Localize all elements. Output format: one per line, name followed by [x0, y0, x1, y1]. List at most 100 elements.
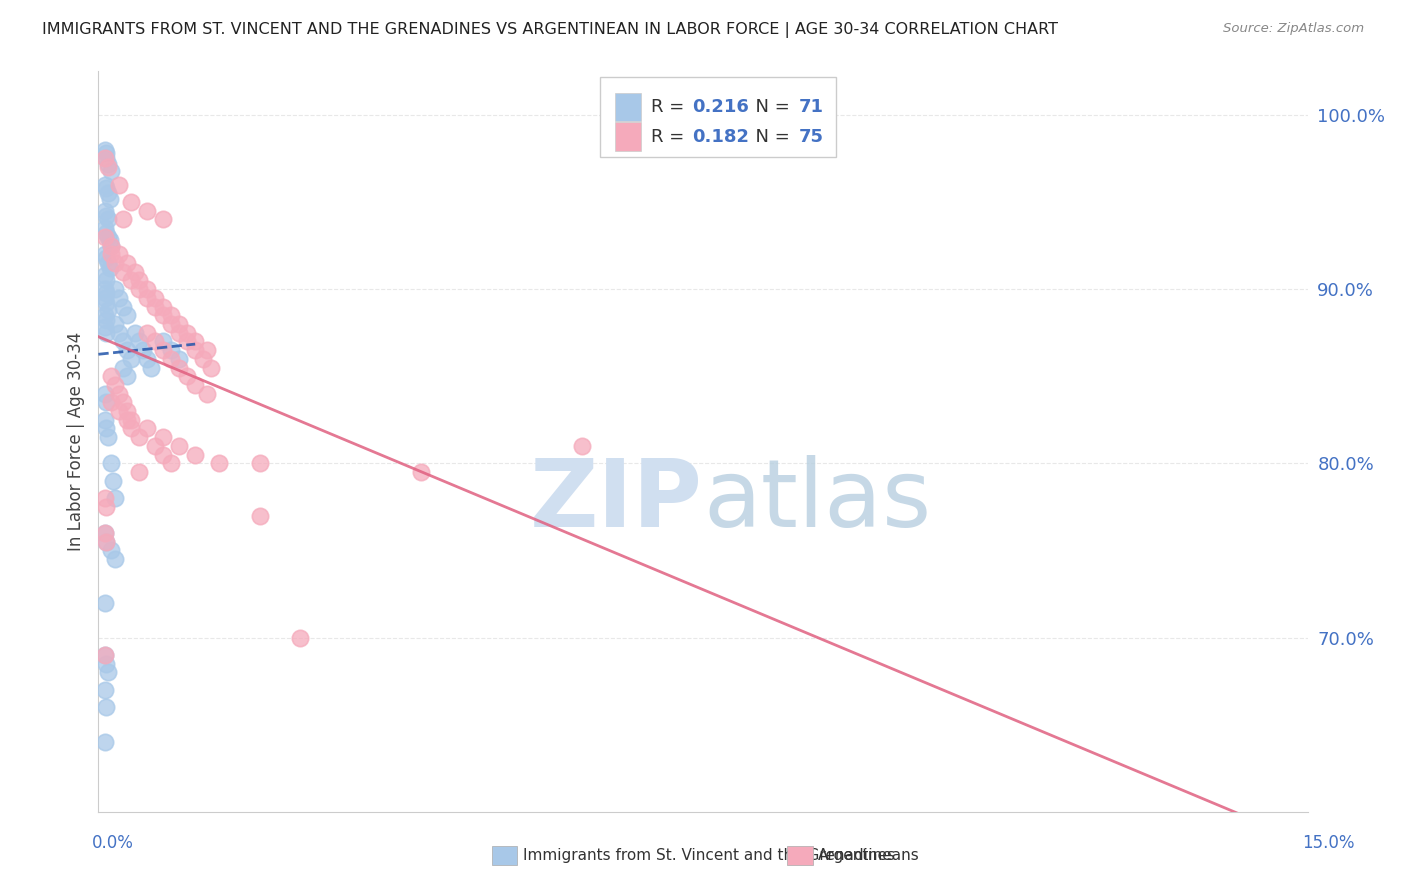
Text: 75: 75 — [799, 128, 824, 145]
FancyBboxPatch shape — [614, 122, 641, 151]
Point — [94, 735, 117, 749]
Point — [96, 421, 118, 435]
Point — [94, 413, 117, 427]
Point — [96, 500, 118, 514]
Point — [160, 308, 183, 322]
Point — [184, 334, 207, 349]
Point — [98, 192, 121, 206]
Point — [94, 308, 117, 322]
Point — [195, 343, 218, 357]
Point — [101, 474, 124, 488]
Point — [96, 209, 118, 223]
Point — [135, 291, 157, 305]
Point — [249, 456, 271, 470]
Point — [135, 326, 157, 340]
Point — [107, 386, 129, 401]
Point — [94, 596, 117, 610]
Point — [167, 439, 190, 453]
Point — [100, 247, 122, 261]
Point — [128, 273, 150, 287]
Text: Argentineans: Argentineans — [818, 848, 920, 863]
Text: atlas: atlas — [703, 455, 931, 547]
Text: IMMIGRANTS FROM ST. VINCENT AND THE GRENADINES VS ARGENTINEAN IN LABOR FORCE | A: IMMIGRANTS FROM ST. VINCENT AND THE GREN… — [42, 22, 1059, 38]
Point — [100, 369, 122, 384]
Point — [97, 212, 120, 227]
Point — [97, 256, 120, 270]
Point — [97, 157, 120, 171]
Point — [167, 317, 190, 331]
Point — [103, 552, 125, 566]
Point — [100, 395, 122, 409]
Point — [103, 256, 125, 270]
Point — [96, 395, 118, 409]
Point — [107, 178, 129, 192]
Point — [96, 181, 118, 195]
Point — [100, 456, 122, 470]
Point — [94, 230, 117, 244]
Text: Immigrants from St. Vincent and the Grenadines: Immigrants from St. Vincent and the Gren… — [523, 848, 896, 863]
Point — [111, 300, 134, 314]
Point — [128, 430, 150, 444]
Text: 71: 71 — [799, 98, 824, 116]
Point — [94, 682, 117, 697]
Text: R =: R = — [651, 98, 690, 116]
Point — [120, 194, 142, 209]
Point — [103, 491, 125, 505]
Point — [96, 700, 118, 714]
Point — [96, 273, 118, 287]
Point — [152, 308, 174, 322]
Point — [96, 534, 118, 549]
Point — [107, 247, 129, 261]
Point — [94, 526, 117, 541]
Point — [94, 526, 117, 541]
Text: 0.0%: 0.0% — [91, 834, 134, 852]
Point — [97, 230, 120, 244]
Point — [94, 178, 117, 192]
Point — [120, 351, 142, 366]
Point — [120, 273, 142, 287]
Point — [184, 343, 207, 357]
Point — [94, 247, 117, 261]
Point — [96, 146, 118, 161]
Text: Source: ZipAtlas.com: Source: ZipAtlas.com — [1223, 22, 1364, 36]
Point — [97, 430, 120, 444]
Point — [124, 326, 146, 340]
Point — [143, 334, 166, 349]
Text: N =: N = — [744, 98, 796, 116]
Point — [160, 317, 183, 331]
Point — [115, 256, 138, 270]
Point — [94, 386, 117, 401]
Point — [120, 413, 142, 427]
FancyBboxPatch shape — [614, 93, 641, 121]
Text: N =: N = — [744, 128, 796, 145]
Point — [94, 648, 117, 662]
Point — [103, 317, 125, 331]
Point — [115, 343, 138, 357]
Point — [152, 343, 174, 357]
Point — [143, 291, 166, 305]
Point — [184, 378, 207, 392]
Point — [98, 261, 121, 276]
Point — [97, 160, 120, 174]
Point — [176, 326, 198, 340]
Text: 0.216: 0.216 — [692, 98, 749, 116]
Point — [94, 203, 117, 218]
Point — [176, 369, 198, 384]
Point — [103, 282, 125, 296]
Point — [160, 343, 183, 357]
Point — [124, 265, 146, 279]
Point — [184, 448, 207, 462]
Point — [107, 291, 129, 305]
Point — [135, 203, 157, 218]
Point — [96, 251, 118, 265]
Point — [94, 143, 117, 157]
Text: R =: R = — [651, 128, 690, 145]
Point — [152, 334, 174, 349]
Point — [152, 300, 174, 314]
Point — [135, 421, 157, 435]
Point — [409, 465, 432, 479]
Point — [96, 296, 118, 310]
Point — [100, 238, 122, 252]
Point — [193, 351, 215, 366]
Point — [97, 186, 120, 201]
